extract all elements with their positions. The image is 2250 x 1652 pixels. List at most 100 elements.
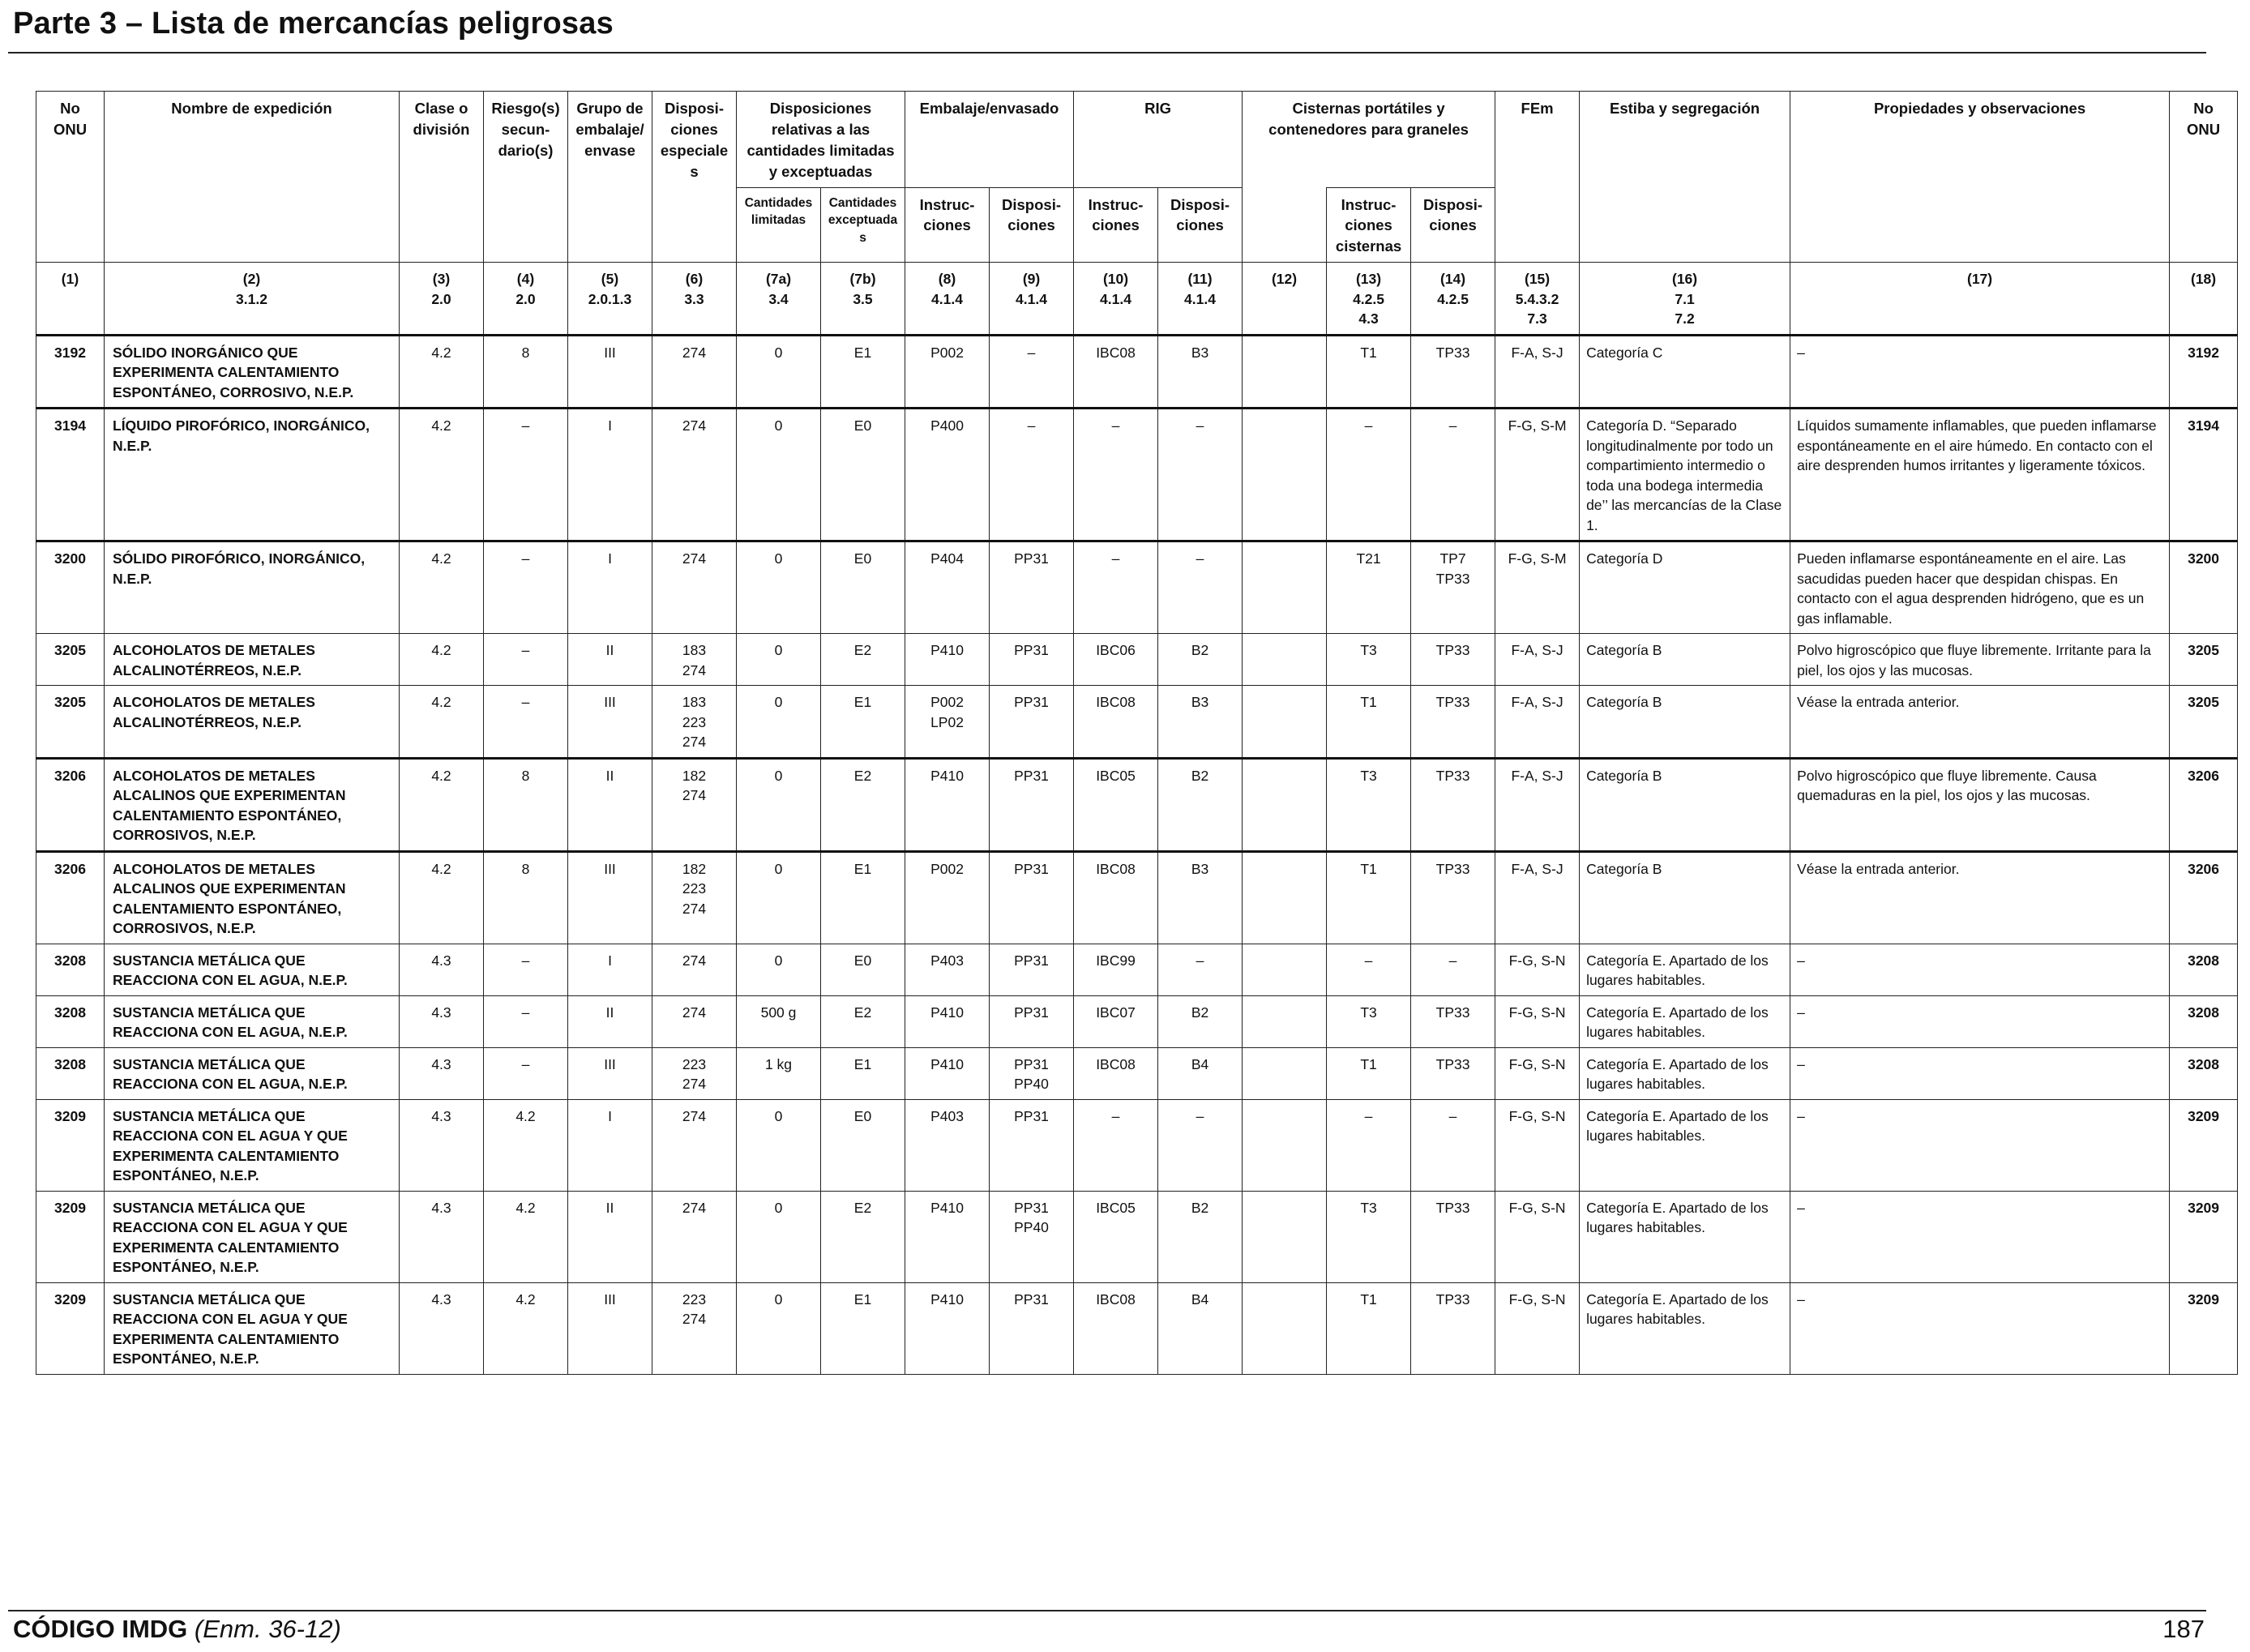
- page-number: 187: [2162, 1615, 2205, 1643]
- header-stowage: Estiba y segregación: [1579, 90, 1791, 263]
- tank-instruction-cell: T1: [1326, 1046, 1412, 1100]
- un-number: 3209: [36, 1190, 105, 1283]
- properties-cell: Véase la entrada anterior.: [1790, 685, 2171, 759]
- ibc-provision-cell: B2: [1157, 995, 1243, 1048]
- packing-group-cell: II: [567, 756, 652, 852]
- special-provisions-cell: 274: [652, 1098, 737, 1192]
- subsidiary-risk-cell: –: [483, 540, 568, 635]
- tank-instruction-cell: T21: [1326, 540, 1412, 635]
- special-provisions-cell: 274: [652, 1190, 737, 1283]
- stowage-cell: Categoría C: [1579, 334, 1791, 409]
- reference-line: (7b): [849, 271, 876, 288]
- special-provisions-cell: 274: [652, 995, 737, 1048]
- packing-instruction: P404: [930, 550, 964, 567]
- reference-line: (10): [1102, 271, 1129, 288]
- header-packing-instructions: Instruc- ciones: [905, 186, 990, 263]
- limited-quantity-cell: 0: [736, 1282, 821, 1375]
- un-number-right: 3208: [2169, 943, 2239, 996]
- header-subsidiary-risk: Riesgo(s) secun- dario(s): [483, 90, 568, 263]
- limited-quantity-cell: 0: [736, 1190, 821, 1283]
- class-cell: 4.3: [399, 1046, 484, 1100]
- subsidiary-risk-cell: –: [483, 1046, 568, 1100]
- un-number: 3205: [36, 685, 105, 759]
- reference-line: 4.2.5: [1353, 290, 1384, 307]
- shipping-name: ALCOHOLATOS DE METALES ALCALINOTÉRREOS, …: [104, 685, 400, 759]
- special-provisions-cell: 274: [652, 407, 737, 542]
- reference-cell: (1): [36, 262, 105, 336]
- tank-instruction-cell: T3: [1326, 1190, 1412, 1283]
- special-provision: 274: [682, 787, 707, 804]
- excepted-quantity-cell: E2: [820, 633, 905, 687]
- un-number: 3206: [36, 756, 105, 852]
- subsidiary-risk-cell: –: [483, 995, 568, 1048]
- packing-provision: PP31: [1014, 550, 1049, 567]
- tank-provision-cell: –: [1410, 407, 1496, 542]
- reference-line: (9): [1022, 271, 1041, 288]
- reference-cell: (7a) 3.4: [736, 262, 821, 336]
- ibc-provision-cell: –: [1157, 943, 1243, 996]
- limited-quantity-cell: 0: [736, 633, 821, 687]
- reference-line: (15): [1525, 271, 1551, 288]
- reference-line: (7a): [765, 271, 792, 288]
- header-properties: Propiedades y observaciones: [1790, 90, 2171, 263]
- special-provision: 274: [682, 734, 707, 751]
- packing-provision: PP31: [1014, 1199, 1049, 1216]
- ibc-instruction-cell: IBC08: [1073, 1046, 1159, 1100]
- subsidiary-risk-cell: 4.2: [483, 1098, 568, 1192]
- limited-quantity-cell: 0: [736, 407, 821, 542]
- class-cell: 4.3: [399, 1190, 484, 1283]
- special-provision: 274: [682, 1076, 707, 1093]
- ibc-provision-cell: –: [1157, 407, 1243, 542]
- packing-instruction: P002: [930, 860, 964, 877]
- properties-cell: –: [1790, 1098, 2171, 1192]
- col-12-cell: [1242, 540, 1328, 635]
- stowage-cell: Categoría E. Apartado de los lugares hab…: [1579, 1282, 1791, 1375]
- col-12-cell: [1242, 1282, 1328, 1375]
- shipping-name: SÓLIDO INORGÁNICO QUE EXPERIMENTA CALENT…: [104, 334, 400, 409]
- limited-quantity-cell: 0: [736, 756, 821, 852]
- reference-line: (8): [938, 271, 956, 288]
- special-provision: 274: [682, 550, 707, 567]
- tank-provision-cell: TP33: [1410, 1190, 1496, 1283]
- packing-instruction-cell: P410: [905, 633, 990, 687]
- packing-group-cell: III: [567, 1282, 652, 1375]
- header-tank-provisions: Disposi- ciones: [1410, 186, 1496, 263]
- shipping-name: SUSTANCIA METÁLICA QUE REACCIONA CON EL …: [104, 1190, 400, 1283]
- table-row: 3209 SUSTANCIA METÁLICA QUE REACCIONA CON…: [36, 1098, 2239, 1192]
- packing-provision-cell: PP31: [988, 540, 1075, 635]
- ibc-instruction-cell: IBC06: [1073, 633, 1159, 687]
- un-number-right: 3208: [2169, 995, 2239, 1048]
- shipping-name: ALCOHOLATOS DE METALES ALCALINOS QUE EXP…: [104, 850, 400, 944]
- ibc-instruction-cell: –: [1073, 407, 1159, 542]
- special-provisions-cell: 223 274: [652, 1046, 737, 1100]
- shipping-name: SUSTANCIA METÁLICA QUE REACCIONA CON EL …: [104, 1282, 400, 1375]
- packing-provision: PP31: [1014, 1107, 1049, 1124]
- reference-cell: (15) 5.4.3.2 7.3: [1495, 262, 1581, 336]
- reference-cell: (2) 3.1.2: [104, 262, 400, 336]
- packing-group-cell: I: [567, 943, 652, 996]
- properties-cell: Polvo higroscópico que fluye libremente.…: [1790, 756, 2171, 852]
- special-provisions-cell: 183 274: [652, 633, 737, 687]
- ibc-instruction-cell: IBC05: [1073, 756, 1159, 852]
- special-provisions-cell: 182 223 274: [652, 850, 737, 944]
- excepted-quantity-cell: E1: [820, 685, 905, 759]
- footer-rule: [8, 1610, 2206, 1611]
- tank-provision: TP33: [1435, 344, 1470, 361]
- packing-instruction: P400: [930, 417, 964, 434]
- subsidiary-risk-cell: 8: [483, 334, 568, 409]
- un-number-right: 3206: [2169, 850, 2239, 944]
- table-row: 3206 ALCOHOLATOS DE METALES ALCALINOS QUE…: [36, 756, 2239, 852]
- packing-group-cell: I: [567, 1098, 652, 1192]
- properties-cell: –: [1790, 334, 2171, 409]
- tank-provision-cell: TP33: [1410, 1046, 1496, 1100]
- ibc-instruction-cell: IBC08: [1073, 334, 1159, 409]
- packing-provision: PP31: [1014, 642, 1049, 659]
- tank-provision: TP33: [1435, 694, 1470, 711]
- special-provision: 274: [682, 1004, 707, 1021]
- table-row: 3208 SUSTANCIA METÁLICA QUE REACCIONA CON…: [36, 995, 2239, 1048]
- reference-line: 4.1.4: [1184, 290, 1216, 307]
- table-row: 3206 ALCOHOLATOS DE METALES ALCALINOS QUE…: [36, 850, 2239, 944]
- un-number: 3208: [36, 943, 105, 996]
- reference-line: 4.2.5: [1437, 290, 1469, 307]
- packing-instruction: P403: [930, 1107, 964, 1124]
